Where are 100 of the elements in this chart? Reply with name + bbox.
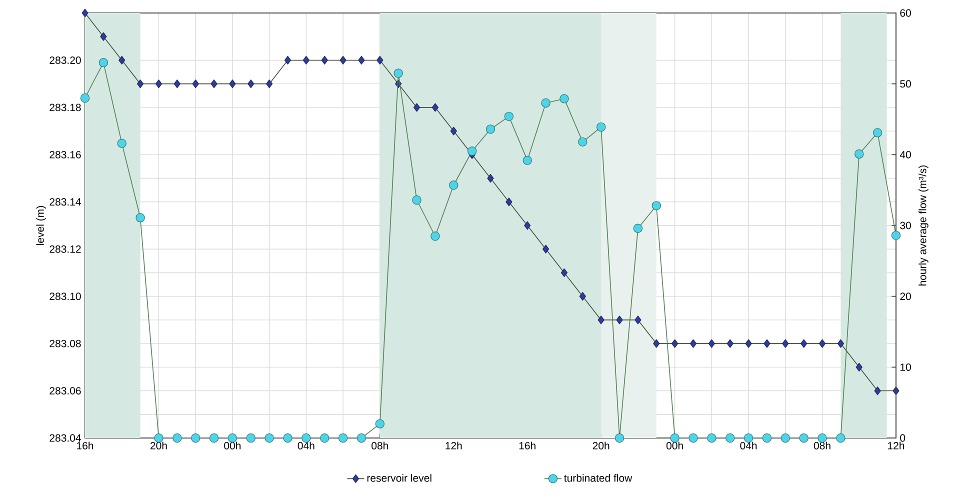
point — [891, 230, 901, 240]
y-tick-label: 283.12 — [50, 245, 81, 253]
point — [264, 433, 274, 443]
point — [854, 149, 864, 159]
y2-tick-label: 40 — [900, 150, 911, 158]
x-tick-label: 04h — [298, 442, 314, 450]
point — [246, 433, 256, 443]
point — [690, 339, 697, 348]
point — [376, 56, 384, 65]
point — [504, 112, 514, 122]
y-tick-label: 283.06 — [50, 387, 81, 394]
point — [412, 195, 422, 205]
point — [560, 94, 569, 104]
point — [634, 316, 642, 324]
x-tick-label: 20h — [150, 442, 167, 450]
point — [117, 138, 126, 148]
point — [118, 56, 126, 65]
y2-tick-label: 60 — [900, 9, 911, 17]
point — [375, 419, 385, 428]
y2-tick-label: 10 — [900, 363, 911, 371]
point — [210, 80, 218, 88]
point — [708, 339, 715, 348]
x-tick-label: 08h — [372, 442, 388, 450]
point — [266, 80, 273, 88]
point — [707, 433, 716, 443]
point — [358, 56, 365, 65]
x-tick-label: 04h — [740, 442, 757, 450]
y-tick-label: 283.10 — [50, 292, 81, 300]
y2-axis-title: hourly average flow (m³/s) — [918, 165, 928, 286]
point — [672, 339, 678, 348]
point — [560, 268, 568, 278]
point — [745, 339, 752, 348]
x-tick-label: 16h — [77, 442, 94, 450]
point — [800, 339, 808, 348]
point — [872, 128, 882, 138]
y2-tick-label: 20 — [900, 292, 911, 300]
y-tick-label: 283.04 — [50, 434, 81, 442]
point — [598, 316, 604, 324]
point — [413, 103, 420, 112]
point — [836, 433, 846, 443]
point — [450, 126, 457, 136]
y2-tick-label: 50 — [900, 80, 911, 88]
point — [82, 8, 88, 18]
point — [524, 221, 531, 230]
point — [726, 433, 735, 443]
point — [430, 232, 440, 241]
point — [98, 58, 108, 68]
point — [486, 124, 496, 134]
point — [192, 80, 199, 88]
point — [506, 198, 512, 206]
point — [782, 339, 789, 348]
point — [338, 433, 348, 443]
x-tick-label: 12h — [888, 442, 904, 450]
point — [541, 98, 550, 108]
point — [578, 137, 588, 147]
point — [100, 32, 107, 41]
point — [856, 362, 862, 372]
point — [579, 292, 586, 301]
x-tick-label: 16h — [519, 442, 536, 450]
point — [190, 433, 200, 443]
point — [764, 339, 770, 348]
point — [653, 339, 660, 348]
point — [596, 122, 606, 132]
x-tick-label: 00h — [224, 442, 241, 450]
y-tick-label: 283.08 — [50, 340, 81, 348]
y-tick-label: 283.14 — [50, 198, 81, 206]
point — [487, 174, 494, 183]
point — [837, 339, 844, 348]
point — [633, 224, 643, 233]
point — [284, 56, 292, 65]
point — [283, 433, 292, 443]
point — [818, 339, 826, 348]
point — [229, 80, 236, 88]
y-tick-label: 283.16 — [50, 150, 81, 158]
point — [799, 433, 808, 443]
point — [874, 386, 881, 396]
point — [652, 201, 661, 210]
point — [155, 80, 162, 88]
point — [688, 433, 698, 443]
x-tick-label: 08h — [814, 442, 830, 450]
point — [174, 80, 180, 88]
point — [449, 180, 458, 190]
point — [80, 93, 90, 103]
point — [726, 339, 734, 348]
point — [356, 433, 366, 443]
point — [340, 56, 346, 65]
point — [321, 56, 328, 65]
point — [542, 244, 550, 254]
x-tick-label: 20h — [592, 442, 610, 450]
legend-label: reservoir level — [367, 474, 432, 482]
point — [467, 146, 477, 156]
point — [780, 433, 790, 443]
y-tick-label: 283.20 — [50, 56, 81, 64]
point — [209, 433, 219, 443]
y2-tick-label: 30 — [900, 222, 911, 230]
point — [432, 103, 439, 112]
x-tick-label: 00h — [666, 442, 683, 450]
point — [172, 433, 182, 443]
point — [136, 80, 144, 88]
point — [320, 433, 330, 443]
